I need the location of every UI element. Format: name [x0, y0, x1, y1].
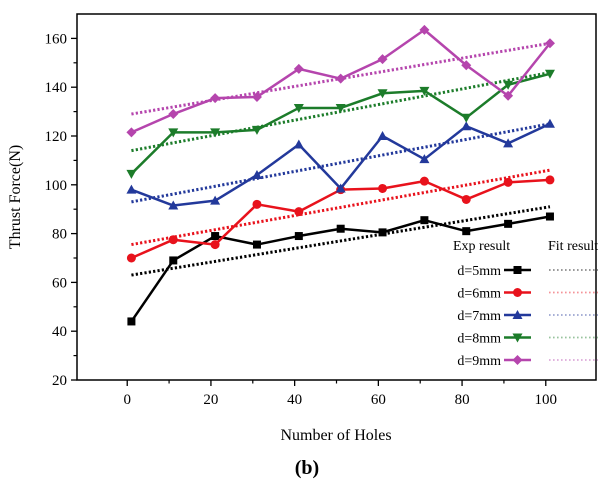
legend-marker — [512, 310, 523, 319]
fit-line-5mm — [131, 205, 551, 277]
y-tick-label: 140 — [45, 80, 68, 96]
x-axis-title: Number of Holes — [280, 427, 391, 444]
data-point — [210, 195, 221, 205]
legend-marker — [512, 333, 523, 343]
data-point — [294, 232, 303, 241]
y-tick-label: 120 — [45, 129, 68, 145]
data-point — [419, 86, 430, 96]
legend-label: d=9mm — [457, 354, 501, 369]
x-tick-label: 100 — [535, 392, 558, 408]
x-tick-label: 60 — [371, 392, 386, 408]
data-point — [503, 138, 514, 148]
legend-label: d=7mm — [457, 309, 501, 324]
legend-label: d=6mm — [457, 287, 501, 302]
x-tick-label: 20 — [203, 392, 218, 408]
data-point — [126, 184, 137, 194]
data-point — [377, 89, 388, 99]
x-tick-label: 0 — [123, 392, 131, 408]
data-point — [503, 177, 513, 187]
data-point — [252, 199, 262, 209]
data-point — [461, 194, 471, 204]
fit-line-7mm — [131, 122, 551, 204]
data-point — [168, 128, 179, 138]
data-point — [294, 207, 304, 217]
ticks: 0 20 40 60 80 100 20 40 60 80 100 120 140 160 — [45, 31, 558, 408]
data-point — [168, 235, 178, 245]
data-point — [168, 109, 179, 120]
figure-caption: (b) — [295, 457, 319, 479]
data-point — [545, 212, 554, 221]
legend: Exp result Fit result d=5mm d=6mm d=7mm d=8… — [453, 239, 598, 369]
data-point — [210, 128, 221, 138]
legend-label: d=5mm — [457, 264, 501, 279]
data-point — [211, 232, 220, 241]
data-point — [127, 317, 136, 326]
data-point — [378, 183, 388, 193]
data-point — [544, 38, 555, 49]
x-tick-label: 80 — [455, 392, 470, 408]
data-point — [210, 240, 220, 250]
y-tick-label: 60 — [52, 275, 67, 291]
data-point — [335, 73, 346, 84]
data-point — [545, 175, 555, 185]
y-tick-label: 40 — [52, 324, 67, 340]
x-tick-label: 40 — [287, 392, 302, 408]
series-9mm — [126, 24, 555, 138]
data-point — [210, 93, 221, 104]
data-point — [251, 170, 262, 180]
series-line — [130, 72, 551, 175]
data-point — [377, 131, 388, 140]
data-point — [251, 91, 262, 102]
legend-marker — [513, 266, 522, 274]
data-point — [503, 90, 514, 101]
legend-marker — [513, 288, 522, 297]
data-point — [419, 176, 429, 186]
data-point — [126, 253, 136, 263]
data-point — [335, 183, 346, 193]
data-point — [419, 154, 430, 164]
data-point — [293, 103, 304, 113]
data-series — [126, 24, 555, 326]
data-point — [293, 63, 304, 74]
data-point — [461, 121, 472, 131]
data-point — [126, 169, 137, 179]
data-point — [461, 113, 472, 123]
legend-marker — [512, 355, 523, 365]
data-point — [544, 69, 555, 79]
series-8mm — [126, 69, 555, 179]
legend-header-fit: Fit result — [548, 239, 598, 254]
data-point — [544, 118, 555, 128]
data-point — [169, 256, 178, 265]
y-tick-label: 160 — [45, 31, 68, 47]
legend-label: d=8mm — [457, 332, 501, 347]
data-point — [251, 125, 262, 135]
data-point — [419, 24, 430, 35]
data-point — [378, 228, 387, 237]
series-7mm — [126, 118, 555, 210]
data-point — [293, 139, 304, 149]
data-point — [504, 219, 513, 228]
data-point — [335, 103, 346, 113]
y-tick-label: 100 — [45, 178, 68, 194]
data-point — [462, 227, 471, 236]
data-point — [336, 224, 345, 233]
data-point — [420, 216, 429, 225]
data-point — [252, 240, 261, 249]
y-tick-label: 80 — [52, 227, 67, 243]
data-point — [126, 127, 137, 138]
data-point — [503, 80, 514, 90]
fit-line-6mm — [131, 168, 551, 247]
legend-header-exp: Exp result — [453, 239, 510, 254]
data-point — [377, 54, 388, 65]
y-axis-title: Thrust Force(N) — [7, 145, 24, 249]
data-point — [461, 60, 472, 71]
y-tick-label: 20 — [52, 373, 67, 389]
data-point — [168, 200, 179, 210]
